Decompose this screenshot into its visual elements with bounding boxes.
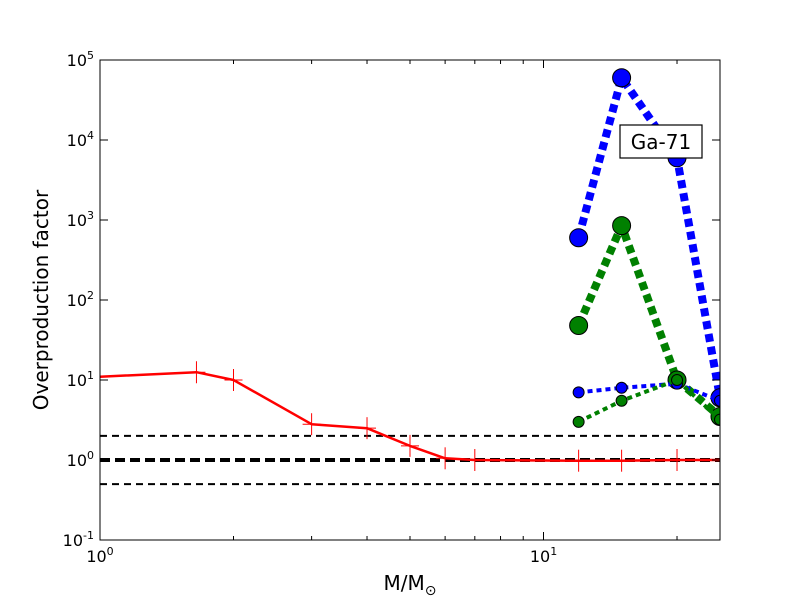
y-tick-label: 101 xyxy=(67,369,94,390)
data-point-marker xyxy=(615,394,628,407)
data-point-marker xyxy=(714,413,720,426)
data-point-marker xyxy=(100,365,109,388)
data-point-marker xyxy=(569,316,589,336)
series-line xyxy=(578,381,720,403)
x-tick-label: 101 xyxy=(530,545,557,566)
x-tick-label: 100 xyxy=(86,545,113,566)
data-point-marker xyxy=(224,369,243,391)
data-point-marker xyxy=(569,449,588,472)
data-point-marker xyxy=(187,361,206,384)
data-point-marker xyxy=(569,228,589,248)
data-point-marker xyxy=(612,68,632,88)
data-point-marker xyxy=(436,447,455,470)
data-point-marker xyxy=(668,449,687,471)
y-axis-title: Overproduction factor xyxy=(29,189,53,410)
y-tick-label: 103 xyxy=(67,209,94,230)
data-point-marker xyxy=(671,374,684,386)
annotation: Ga-71 xyxy=(619,124,703,159)
data-point-marker xyxy=(612,216,632,236)
data-point-marker xyxy=(302,413,321,436)
data-point-marker xyxy=(612,449,631,472)
annotation-box xyxy=(619,124,703,159)
data-point-marker xyxy=(358,417,377,440)
data-point-marker xyxy=(572,386,585,399)
data-point-marker xyxy=(714,394,720,407)
data-point-marker xyxy=(401,434,419,457)
y-tick-label: 104 xyxy=(67,129,94,150)
data-point-marker xyxy=(465,449,484,471)
series-line xyxy=(577,378,720,424)
data-point-marker xyxy=(615,381,628,394)
y-tick-label: 102 xyxy=(67,289,94,310)
x-axis-title-main: M/M xyxy=(384,571,425,595)
series-line xyxy=(574,73,720,399)
annotation-text: Ga-71 xyxy=(631,130,691,154)
x-axis-title-sub: ⊙ xyxy=(425,583,437,599)
y-tick-label: 10-1 xyxy=(63,529,94,550)
series-line xyxy=(100,370,720,462)
data-point-marker xyxy=(572,415,585,428)
y-tick-label: 100 xyxy=(67,449,94,470)
x-axis-title: M/M⊙ xyxy=(384,571,437,599)
y-tick-label: 105 xyxy=(67,49,94,70)
